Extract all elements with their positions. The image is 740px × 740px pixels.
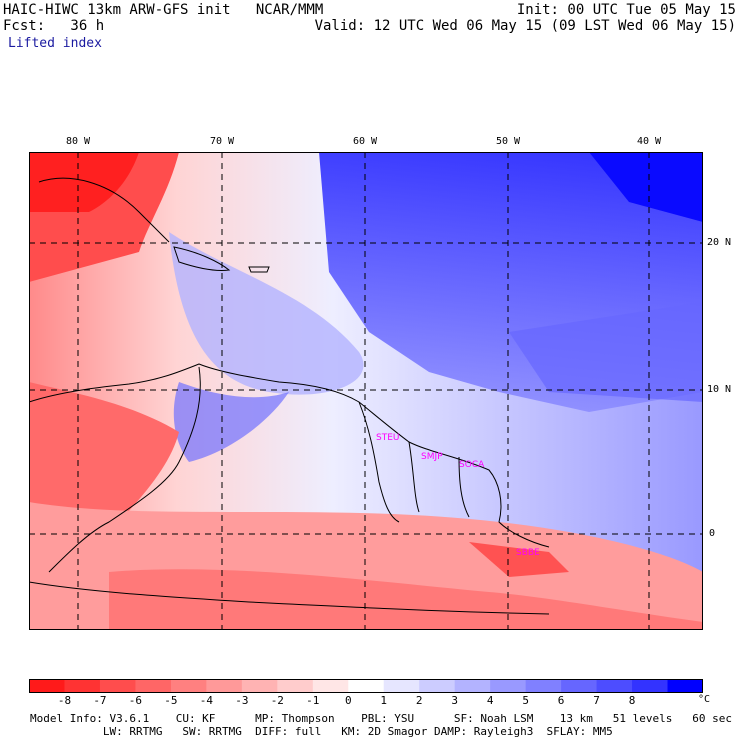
coast-cuba	[38, 177, 170, 243]
colorbar-tick-label: 6	[557, 694, 565, 707]
colorbar-tick-label: -3	[235, 694, 249, 707]
border-suriname-guiana	[458, 456, 470, 518]
colorbar-tick-label: -7	[93, 694, 107, 707]
field-name: Lifted index	[8, 36, 102, 51]
stable-patch-venezuela	[173, 382, 289, 462]
colorbar-tick-label: 7	[593, 694, 600, 707]
colorbar-tick-label: 3	[451, 694, 458, 707]
colorbar-tick-label: -6	[128, 694, 143, 707]
border-venezuela-guyana	[358, 401, 400, 523]
colorbar-frame	[29, 679, 703, 693]
lon-label-80w: 80 W	[66, 136, 91, 147]
unstable-band-south	[109, 569, 703, 630]
colorbar-cell	[206, 679, 243, 693]
lon-label-70w: 70 W	[210, 136, 235, 147]
colorbar-tick-label: 2	[415, 694, 423, 707]
header-forecast-hour: Fcst: 36 h	[3, 18, 105, 34]
colorbar-cell	[99, 679, 136, 693]
stable-band-east	[509, 302, 703, 402]
header-title: HAIC-HIWC 13km ARW-GFS init NCAR/MMM	[3, 2, 324, 18]
stable-band-central	[169, 232, 364, 395]
coast-puerto-rico	[248, 266, 270, 273]
colorbar-cell	[241, 679, 278, 693]
colorbar-tick-label: 8	[628, 694, 636, 707]
colorbar	[29, 679, 703, 693]
lon-label-50w: 50 W	[496, 136, 521, 147]
colorbar-cell	[277, 679, 314, 693]
colorbar-tick-label: -5	[164, 694, 178, 707]
colorbar-tick-label: -1	[306, 694, 320, 707]
lat-label-20n: 20 N	[707, 237, 732, 248]
colorbar-cell	[561, 679, 598, 693]
colorbar-cell	[170, 679, 207, 693]
colorbar-cell	[348, 679, 385, 693]
border-colombia-venezuela	[48, 366, 201, 573]
colorbar-tick-label: 0	[344, 694, 352, 707]
unstable-core-cuba	[29, 152, 139, 212]
footer-model-info: Model Info: V3.6.1 CU: KF MP: Thompson P…	[30, 712, 732, 725]
colorbar-tick-label: 5	[522, 694, 529, 707]
station-soca: SOCA	[459, 460, 485, 470]
colorbar-cell	[383, 679, 420, 693]
lifted-index-map: STEU SMJP SOCA SBBE	[29, 152, 703, 630]
station-labels: STEU SMJP SOCA SBBE	[376, 433, 540, 558]
lat-label-10n: 10 N	[707, 384, 732, 395]
colorbar-cell	[312, 679, 349, 693]
colorbar-tick-label: -2	[270, 694, 284, 707]
header-valid-time: Valid: 12 UTC Wed 06 May 15 (09 LST Wed …	[314, 18, 736, 34]
footer-physics-info: LW: RRTMG SW: RRTMG DIFF: full KM: 2D Sm…	[30, 725, 613, 738]
colorbar-cell	[490, 679, 527, 693]
colorbar-tick-label: -8	[57, 694, 72, 707]
coast-south-america-north	[29, 363, 550, 548]
colorbar-cell	[29, 679, 65, 693]
lat-label-equator: 0	[709, 528, 716, 539]
lon-label-60w: 60 W	[353, 136, 378, 147]
coast-hispaniola	[173, 246, 231, 271]
colorbar-cell	[64, 679, 101, 693]
colorbar-cell	[632, 679, 669, 693]
border-guyana-suriname	[408, 441, 420, 513]
border-southern	[29, 581, 550, 615]
colorbar-unit: °C	[698, 694, 711, 705]
unstable-patch-amazon-mouth	[469, 542, 569, 577]
colorbar-cell	[454, 679, 491, 693]
lon-label-40w: 40 W	[637, 136, 662, 147]
station-smjp: SMJP	[421, 452, 443, 462]
colorbar-tick-label: 4	[486, 694, 494, 707]
colorbar-tick-label: -4	[199, 694, 213, 707]
colorbar-cell	[419, 679, 456, 693]
stable-core-northeast	[589, 152, 703, 222]
colorbar-tick-label: 1	[380, 694, 388, 707]
lat-lon-grid	[29, 152, 703, 630]
colorbar-cell	[525, 679, 562, 693]
map-frame	[29, 152, 703, 630]
colorbar-cell	[596, 679, 633, 693]
station-steu: STEU	[376, 433, 399, 443]
colorbar-cell	[135, 679, 172, 693]
coastlines	[29, 177, 550, 615]
station-sbbe: SBBE	[516, 548, 540, 558]
colorbar-cell	[667, 679, 703, 693]
header-init-time: Init: 00 UTC Tue 05 May 15	[516, 2, 736, 18]
